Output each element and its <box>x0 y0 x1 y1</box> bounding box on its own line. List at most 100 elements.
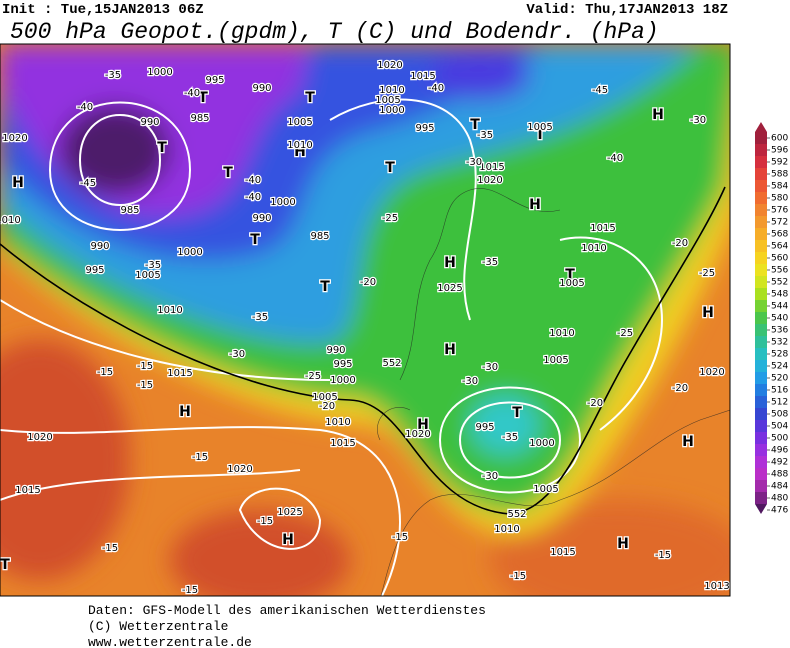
pressure-center: T <box>512 405 522 421</box>
contour-label: 1005 <box>135 270 160 281</box>
colorbar-label: 544 <box>771 302 788 312</box>
colorbar-label: 592 <box>771 158 788 168</box>
footer-copyright: (C) Wetterzentrale <box>88 619 228 634</box>
colorbar-label: 540 <box>771 314 788 324</box>
colorbar-swatch <box>755 144 767 156</box>
contour-label: -20 <box>672 383 688 394</box>
contour-label: 995 <box>415 123 434 134</box>
contour-label: -20 <box>587 398 603 409</box>
colorbar-label: 484 <box>771 482 788 492</box>
contour-label: 990 <box>140 117 159 128</box>
contour-label: 1015 <box>550 547 575 558</box>
colorbar-swatch <box>755 420 767 432</box>
contour-label: 995 <box>475 422 494 433</box>
contour-label: -15 <box>392 532 408 543</box>
contour-label: -40 <box>184 88 200 99</box>
contour-label: -15 <box>137 380 153 391</box>
pressure-center: H <box>444 255 456 271</box>
colorbar-swatch <box>755 444 767 456</box>
contour-label: -15 <box>97 367 113 378</box>
contour-label: 1020 <box>699 367 724 378</box>
contour-label: 1010 <box>549 328 574 339</box>
pressure-center: T <box>320 279 330 295</box>
contour-label: 985 <box>190 113 209 124</box>
contour-label: -40 <box>607 153 623 164</box>
colorbar-label: 488 <box>771 470 788 480</box>
colorbar-swatch <box>755 312 767 324</box>
temperature-field <box>0 44 730 596</box>
contour-label: 1010 <box>494 524 519 535</box>
valid-time: Valid: Thu,17JAN2013 18Z <box>526 2 728 18</box>
colorbar-label: 584 <box>771 182 788 192</box>
contour-label: -30 <box>229 349 245 360</box>
contour-label: -20 <box>319 401 335 412</box>
contour-label: 990 <box>252 213 271 224</box>
contour-label: -35 <box>482 257 498 268</box>
contour-label: 995 <box>85 265 104 276</box>
contour-label: 985 <box>310 231 329 242</box>
footer-source: Daten: GFS-Modell des amerikanischen Wet… <box>88 603 486 618</box>
colorbar-swatch <box>755 396 767 408</box>
coastlines <box>377 188 730 596</box>
colorbar-label: 528 <box>771 350 788 360</box>
contour-label: 1000 <box>270 197 295 208</box>
colorbar-swatch <box>755 228 767 240</box>
contour-label: 1020 <box>405 429 430 440</box>
contour-label: 1010 <box>287 140 312 151</box>
contour-label: 1005 <box>559 278 584 289</box>
pressure-center: T <box>198 90 208 106</box>
contour-label: 1010 <box>379 85 404 96</box>
colorbar-swatch <box>755 216 767 228</box>
footer-url: www.wetterzentrale.de <box>88 635 252 648</box>
contour-label: -30 <box>690 115 706 126</box>
contour-label: 1015 <box>15 485 40 496</box>
colorbar-swatch <box>755 156 767 168</box>
colorbar-label: 568 <box>771 230 788 240</box>
contour-label: -30 <box>466 157 482 168</box>
map-frame <box>0 43 731 597</box>
colorbar-label: 560 <box>771 254 788 264</box>
contour-label: 1020 <box>227 464 252 475</box>
colorbar-swatch <box>755 336 767 348</box>
colorbar-swatch <box>755 360 767 372</box>
contour-label: 1005 <box>527 122 552 133</box>
colorbar-label: 476 <box>771 506 788 516</box>
colorbar-label: 600 <box>771 134 788 144</box>
colorbar-label: 588 <box>771 170 788 180</box>
contour-label: -40 <box>245 192 261 203</box>
contour-label: -25 <box>617 328 633 339</box>
contour-label: 1025 <box>277 507 302 518</box>
pressure-center: T <box>535 127 545 143</box>
colorbar-label: 496 <box>771 446 788 456</box>
colorbar-label: 564 <box>771 242 788 252</box>
colorbar-label: 552 <box>771 278 788 288</box>
colorbar-swatch <box>755 132 767 144</box>
pressure-center: T <box>565 267 575 283</box>
pressure-center: T <box>385 160 395 176</box>
contour-label: -45 <box>592 85 608 96</box>
colorbar-label: 524 <box>771 362 788 372</box>
contour-label: 1025 <box>437 283 462 294</box>
contour-label: 1010 <box>0 215 21 226</box>
contour-label: -15 <box>102 543 118 554</box>
contour-label: 552 <box>382 358 401 369</box>
colorbar-label: 512 <box>771 398 788 408</box>
map-title: 500 hPa Geopot.(gpdm), T (C) und Bodendr… <box>10 19 659 45</box>
pressure-center: T <box>0 557 10 573</box>
contour-label: -30 <box>462 376 478 387</box>
colorbar-swatch <box>755 300 767 312</box>
pressure-center: H <box>529 197 541 213</box>
colorbar-arrow-top <box>755 122 767 132</box>
contour-label: 1020 <box>27 432 52 443</box>
pressure-center: T <box>305 90 315 106</box>
colorbar-label: 500 <box>771 434 788 444</box>
pressure-center: T <box>250 232 260 248</box>
contour-label: -40 <box>245 175 261 186</box>
pressure-center: H <box>444 342 456 358</box>
pressure-center: H <box>282 532 294 548</box>
colorbar-label: 576 <box>771 206 788 216</box>
contour-label: 1005 <box>312 392 337 403</box>
colorbar-swatch <box>755 408 767 420</box>
colorbar-label: 532 <box>771 338 788 348</box>
contour-label: 1020 <box>377 60 402 71</box>
